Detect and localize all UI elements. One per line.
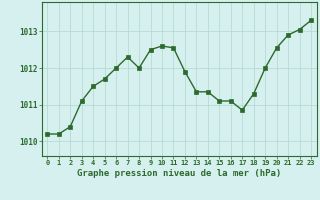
X-axis label: Graphe pression niveau de la mer (hPa): Graphe pression niveau de la mer (hPa) [77,169,281,178]
